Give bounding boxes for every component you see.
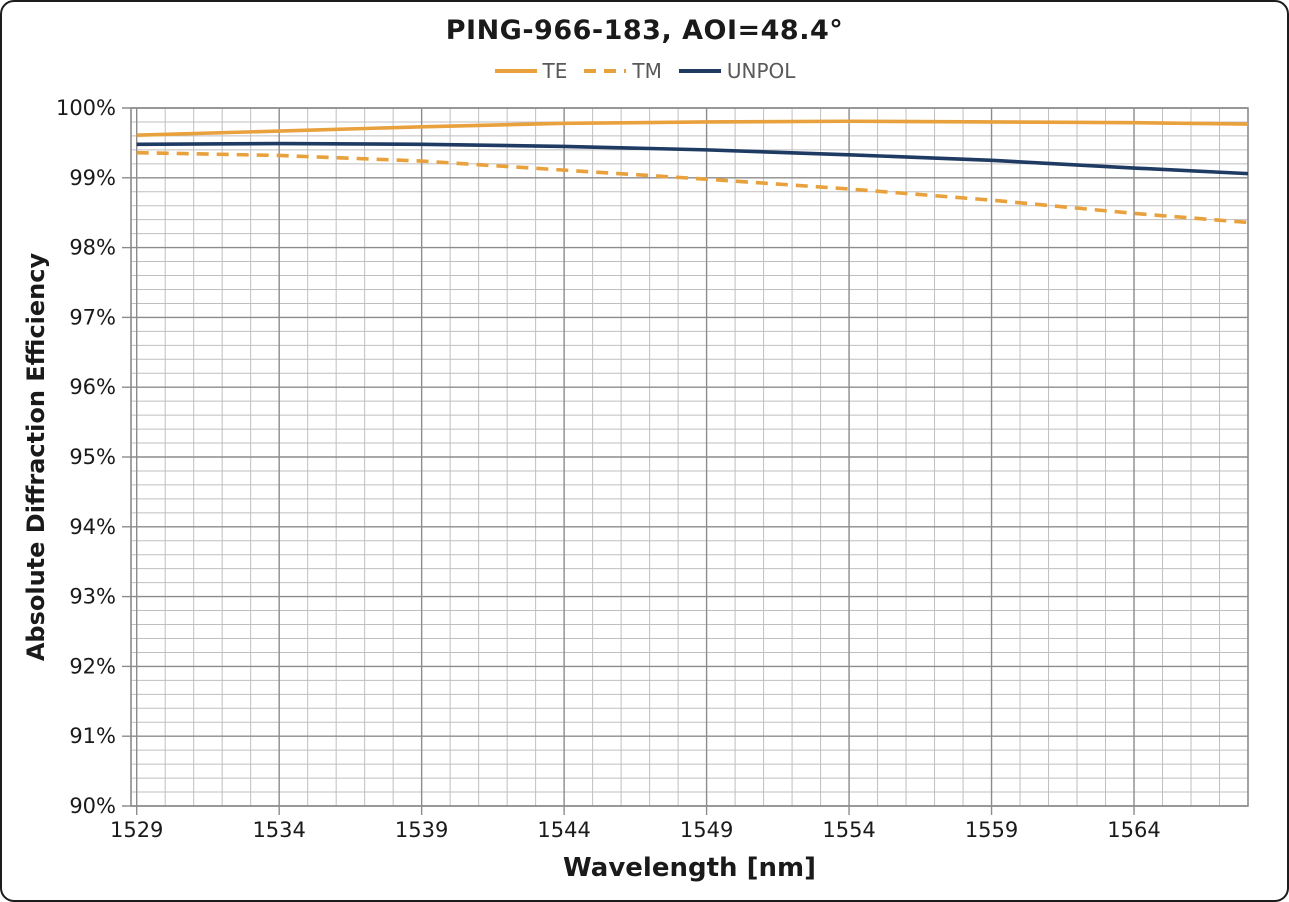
unpol-curve — [136, 141, 1249, 176]
y-tick-label: 95% — [69, 445, 116, 469]
y-tick-label: 90% — [69, 794, 116, 818]
y-tick-label: 97% — [69, 305, 116, 329]
y-tick-label: 98% — [69, 236, 116, 260]
y-tick-label: 96% — [69, 375, 116, 399]
tm-dashed-line-icon — [584, 69, 627, 73]
plot-border — [130, 107, 1249, 807]
legend: TE TM UNPOL — [2, 59, 1287, 83]
chart-title: PING-966-183, AOI=48.4° — [445, 15, 844, 46]
y-tick-label: 93% — [69, 585, 116, 609]
legend-label-unpol: UNPOL — [726, 59, 796, 83]
tm-curve — [136, 150, 1249, 225]
unpol-line-icon — [678, 69, 721, 73]
x-axis-title: Wavelength [nm] — [563, 853, 816, 883]
te-line-icon — [494, 69, 537, 73]
y-tick-label: 91% — [69, 724, 116, 748]
x-tick-label: 1564 — [1107, 818, 1160, 842]
legend-item-unpol: UNPOL — [678, 59, 796, 83]
y-tick-label: 94% — [69, 515, 116, 539]
x-tick-label: 1544 — [537, 818, 590, 842]
y-tick-label: 92% — [69, 654, 116, 678]
x-tick-label: 1534 — [252, 818, 305, 842]
x-tick-label: 1529 — [110, 818, 163, 842]
y-tick-label: 100% — [56, 96, 116, 120]
x-tick-label: 1554 — [822, 818, 875, 842]
te-curve — [136, 119, 1249, 138]
x-tick-label: 1549 — [680, 818, 733, 842]
legend-label-tm: TM — [632, 59, 662, 83]
legend-item-tm: TM — [583, 59, 662, 83]
x-tick-label: 1559 — [965, 818, 1018, 842]
y-tick-label: 99% — [69, 166, 116, 190]
legend-label-te: TE — [542, 59, 568, 83]
x-tick-label: 1539 — [395, 818, 448, 842]
y-axis-title: Absolute Diffraction Efficiency — [22, 252, 50, 662]
legend-item-te: TE — [494, 59, 568, 83]
